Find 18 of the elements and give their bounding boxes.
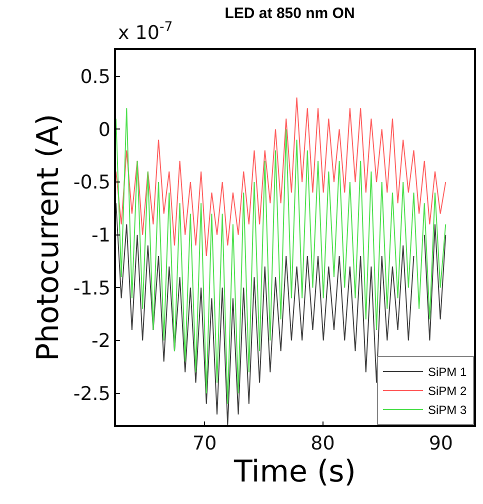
x-tick-label: 80 xyxy=(310,432,335,455)
legend-label: SiPM 1 xyxy=(428,365,468,380)
y-tick-label: 0 xyxy=(98,118,110,141)
y-tick-label: -0.5 xyxy=(73,172,110,194)
y-tick-label: -1 xyxy=(91,224,110,247)
y-tick-label: -1.5 xyxy=(73,277,110,300)
text: x 10$^{-7}$ xyxy=(118,20,173,44)
x-tick-label: 70 xyxy=(192,432,217,455)
y-tick-label: -2.5 xyxy=(73,382,110,405)
y-tick-label: -2 xyxy=(91,330,110,352)
y-axis-title: Photocurrent (A) xyxy=(30,114,66,362)
x-tick-label: 90 xyxy=(428,432,454,455)
y-tick-label: 0.5 xyxy=(80,66,110,88)
chart-title: LED at 850 nm ON xyxy=(224,5,355,22)
legend-label: SiPM 3 xyxy=(428,403,468,418)
x-axis-title: Time (s) xyxy=(233,454,356,490)
legend-label: SiPM 2 xyxy=(428,384,468,398)
line-series xyxy=(116,97,446,256)
